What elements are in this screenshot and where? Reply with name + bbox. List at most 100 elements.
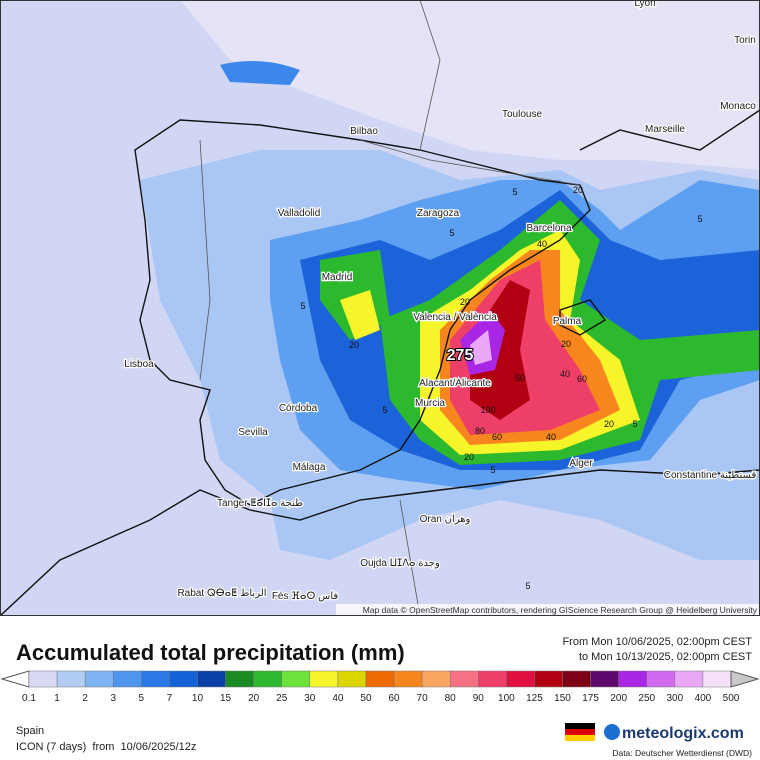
attribution-bg (336, 604, 760, 616)
legend-swatch (28, 670, 58, 688)
legend-label: 3 (110, 693, 116, 704)
contour-label: 20 (561, 339, 571, 349)
legend-swatch (197, 670, 226, 688)
legend-swatch (56, 670, 86, 688)
legend-label: 100 (498, 693, 515, 704)
legend-arrow (0, 670, 30, 688)
contour-label: 60 (577, 374, 587, 384)
contour-label: 5 (382, 405, 387, 415)
city-label: Málaga (293, 462, 326, 473)
legend-swatch (225, 670, 254, 688)
legend-label: 60 (388, 693, 400, 704)
contour-labels: 5 5 5 5 20 20 40 20 40 60 100 80 60 40 2… (300, 185, 702, 591)
legend-swatch (253, 670, 282, 688)
contour-label: 5 (525, 581, 530, 591)
legend-swatch (702, 670, 732, 688)
footer-panel: Accumulated total precipitation (mm) Fro… (0, 636, 760, 758)
contour-label: 5 (449, 228, 454, 238)
legend-swatch (365, 670, 395, 688)
city-label: Lisboa (124, 359, 154, 370)
flag (565, 723, 595, 741)
legend-swatch (534, 670, 563, 688)
legend-label: 200 (610, 693, 627, 704)
model-run: ICON (7 days) from 10/06/2025/12z (16, 741, 196, 753)
legend-label: 50 (360, 693, 372, 704)
contour-label: 20 (604, 419, 614, 429)
max-label: 275 (447, 347, 474, 364)
legend-swatch (506, 670, 535, 688)
city-label: Bilbao (350, 126, 378, 137)
legend-label: 1 (54, 693, 60, 704)
map: Lyon Torin Monaco Toulouse Marseille Bil… (0, 0, 760, 616)
contour-label: 5 (512, 187, 517, 197)
city-label: Toulouse (502, 109, 542, 120)
city-label: Constantine قسنطينة (664, 470, 757, 481)
legend-label: 300 (666, 693, 683, 704)
contour-label: 20 (349, 340, 359, 350)
contour-label: 60 (492, 432, 502, 442)
city-label: Sevilla (238, 427, 268, 438)
legend-label: 2 (82, 693, 88, 704)
city-labels: Lyon Torin Monaco Toulouse Marseille Bil… (123, 0, 758, 603)
legend-label: 40 (332, 693, 344, 704)
legend-swatch (478, 670, 507, 688)
brand: meteologix.com (622, 725, 744, 742)
city-label: Tanger ⵟⴰⵏⵊⴰ طنجة (217, 498, 303, 509)
legend-swatch (169, 670, 198, 688)
legend-label: 90 (473, 693, 485, 704)
legend-swatch (309, 670, 339, 688)
city-label: Marseille (645, 124, 685, 135)
coastlines (0, 109, 760, 616)
legend-swatch (281, 670, 311, 688)
city-label: Córdoba (279, 403, 318, 414)
city-label: Madrid (322, 272, 353, 283)
region: Spain (16, 725, 44, 737)
legend: 0.1 1 2 3 5 7 10 15 20 25 30 40 50 60 70 80 90 100 125 150 1… (0, 670, 760, 704)
brand-logo (604, 724, 620, 740)
legend-swatch (421, 670, 451, 688)
city-label: Lyon (634, 0, 655, 9)
legend-label: 250 (638, 693, 655, 704)
legend-swatch (393, 670, 423, 688)
borders (199, 0, 581, 616)
city-label: Murcia (415, 398, 445, 409)
legend-label: 70 (417, 693, 429, 704)
legend-label: 20 (248, 693, 260, 704)
contour-label: 20 (460, 297, 470, 307)
contour-label: 5 (697, 214, 702, 224)
legend-label: 175 (582, 693, 599, 704)
contour-label: 20 (464, 452, 474, 462)
legend-swatch (646, 670, 676, 688)
contour-label: 5 (632, 419, 637, 429)
city-label: Palma (553, 316, 582, 327)
city-label: Alacant/Alicante (419, 378, 491, 389)
contour-label: 100 (480, 405, 495, 415)
precip-fields (0, 0, 760, 616)
legend-swatch (590, 670, 619, 688)
legend-label: 400 (695, 693, 712, 704)
legend-swatch (112, 670, 142, 688)
city-label: Alger (569, 458, 593, 469)
title: Accumulated total precipitation (mm) (16, 640, 405, 665)
legend-swatch (337, 670, 367, 688)
legend-label: 5 (139, 693, 145, 704)
legend-label: 7 (167, 693, 173, 704)
contour-label: 20 (573, 185, 583, 195)
legend-label: 25 (276, 693, 288, 704)
legend-label: 500 (723, 693, 740, 704)
legend-swatch (618, 670, 648, 688)
city-label: Fès ⴼⴰⵙ فاس (272, 591, 339, 602)
legend-label: 0.1 (22, 693, 36, 704)
city-label: Rabat ⵕⴱⴰⵟ الرباط (177, 588, 266, 599)
city-label: Oujda ⵡⵊⴷⴰ وجدة (360, 558, 440, 569)
legend-label: 125 (526, 693, 543, 704)
contour-label: 40 (560, 369, 570, 379)
legend-swatch (674, 670, 704, 688)
city-label: Zaragoza (417, 208, 460, 219)
legend-label: 15 (220, 693, 232, 704)
city-label: Barcelona (526, 223, 571, 234)
city-label: Valencia / València (413, 312, 497, 323)
legend-label: 80 (445, 693, 457, 704)
city-label: Oran وهران (420, 514, 471, 525)
